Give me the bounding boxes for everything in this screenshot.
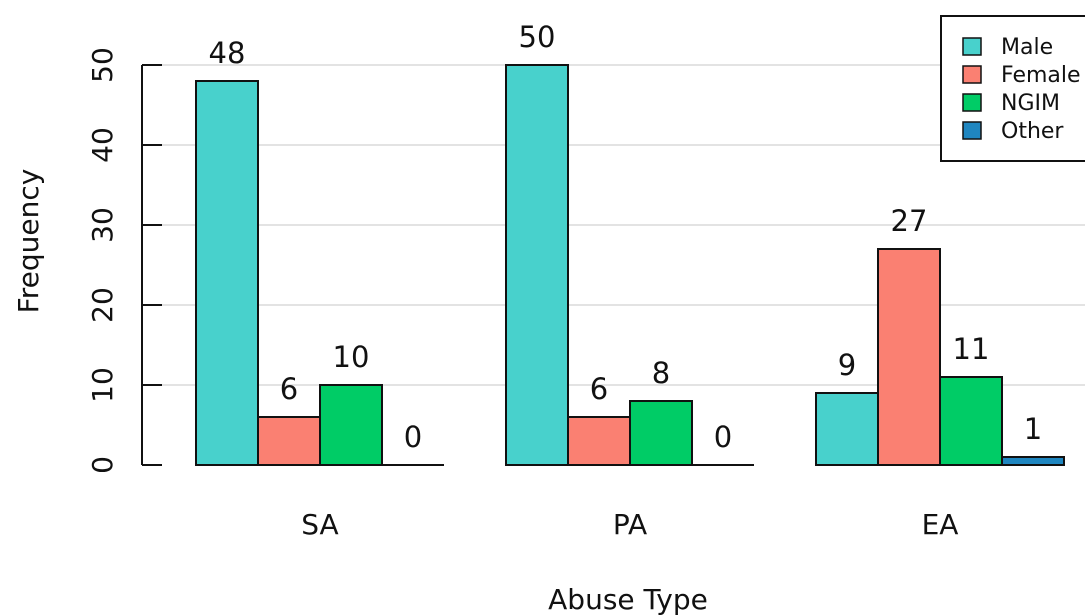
bar-ngim-pa xyxy=(629,400,693,466)
x-axis-title: Abuse Type xyxy=(548,583,708,615)
y-tick-label: 10 xyxy=(86,367,119,403)
legend-swatch xyxy=(962,37,982,56)
bar-male-pa xyxy=(505,64,569,466)
y-tick-label: 20 xyxy=(86,287,119,323)
bar-female-sa xyxy=(257,416,321,466)
value-labels: 48 50 9 6 6 27 10 8 11 0 0 1 xyxy=(209,20,1043,454)
data-label: 6 xyxy=(590,372,608,406)
data-label: 11 xyxy=(953,332,990,366)
data-label: 8 xyxy=(652,356,670,390)
x-axis-categories: SA PA EA xyxy=(301,508,958,541)
x-tick-label: SA xyxy=(301,508,338,541)
data-label: 27 xyxy=(891,204,928,238)
x-tick-label: EA xyxy=(922,508,959,541)
bar-other-ea xyxy=(1001,456,1065,466)
bar-ngim-ea xyxy=(939,376,1003,466)
bar-male-sa xyxy=(195,80,259,466)
data-label: 50 xyxy=(519,20,556,54)
data-label: 10 xyxy=(333,340,370,374)
data-label: 0 xyxy=(404,420,422,454)
y-tick-label: 50 xyxy=(86,47,119,83)
legend-label: NGIM xyxy=(1001,91,1060,116)
legend-swatch xyxy=(962,65,982,84)
y-axis-title: Frequency xyxy=(12,169,45,314)
bars xyxy=(195,64,1065,466)
legend-swatch xyxy=(962,121,982,140)
data-label: 48 xyxy=(209,36,246,70)
legend-label: Female xyxy=(1001,63,1081,88)
data-label: 6 xyxy=(280,372,298,406)
legend-label: Male xyxy=(1001,35,1053,60)
data-label: 0 xyxy=(714,420,732,454)
y-axis: 0 10 20 30 40 50 xyxy=(86,47,162,474)
bar-male-ea xyxy=(815,392,879,466)
bar-ngim-sa xyxy=(319,384,383,466)
legend-label: Other xyxy=(1001,119,1064,144)
legend: Male Female NGIM Other xyxy=(940,15,1085,162)
y-tick-label: 40 xyxy=(86,127,119,163)
data-label: 9 xyxy=(838,348,856,382)
bar-female-pa xyxy=(567,416,631,466)
y-tick-label: 0 xyxy=(86,456,119,474)
bar-female-ea xyxy=(877,248,941,466)
legend-swatch xyxy=(962,93,982,112)
data-label: 1 xyxy=(1024,412,1042,446)
y-tick-label: 30 xyxy=(86,207,119,243)
x-tick-label: PA xyxy=(613,508,647,541)
